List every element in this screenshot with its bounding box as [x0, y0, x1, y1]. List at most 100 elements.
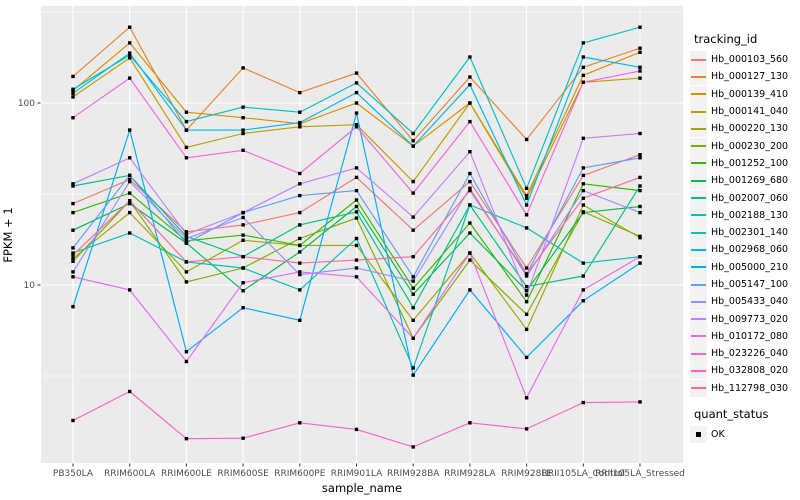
legend-key-swatch	[690, 206, 707, 224]
data-point	[128, 201, 132, 206]
data-point	[524, 427, 529, 431]
legend-item-label: Hb_002188_130	[711, 209, 789, 221]
legend-key-swatch	[690, 85, 707, 103]
data-point	[638, 255, 642, 259]
axis-tick-labels: PB350LA RRIM600LA RRIM600LE RRIM600SE RRIM60…	[18, 99, 685, 479]
data-point	[184, 239, 189, 243]
legend-key-swatch	[690, 137, 707, 155]
data-point	[524, 203, 529, 207]
data-point	[298, 125, 302, 129]
legend-item-label: Hb_000230_200	[711, 140, 789, 152]
data-point	[524, 274, 529, 278]
legend-line-icon	[691, 197, 706, 200]
legend-key-swatch	[690, 154, 707, 172]
legend-item-Hb_002301_140: Hb_002301_140	[690, 224, 800, 242]
legend-key-swatch	[690, 310, 707, 328]
data-point	[71, 259, 75, 263]
legend-item-label: Hb_112798_030	[711, 382, 789, 394]
legend-key-swatch	[690, 258, 707, 276]
legend-quant-status-title: quant_status	[694, 406, 769, 421]
axis-ticks	[37, 102, 641, 467]
data-point	[524, 266, 529, 270]
data-point	[298, 110, 302, 114]
data-point	[241, 215, 245, 220]
data-point	[298, 236, 302, 241]
data-point	[241, 266, 245, 270]
data-point	[468, 171, 472, 176]
data-point	[468, 55, 472, 59]
data-point	[524, 196, 529, 200]
legend-item-Hb_001252_100: Hb_001252_100	[690, 154, 800, 172]
legend-line-icon	[691, 300, 706, 303]
legend-line-icon	[691, 335, 706, 338]
x-tick-label: PB350LA	[53, 469, 94, 479]
data-point	[241, 210, 245, 215]
data-point	[638, 156, 642, 160]
x-tick-label: RRIM901LA	[331, 469, 383, 479]
legend-item-Hb_001269_680: Hb_001269_680	[690, 172, 800, 190]
legend-key-swatch	[690, 241, 707, 259]
legend-item-label: Hb_010172_080	[711, 330, 789, 342]
legend-key-swatch	[690, 345, 707, 363]
data-point	[638, 210, 642, 215]
legend-tracking-id-title: tracking_id	[694, 32, 758, 46]
data-point	[638, 50, 642, 54]
data-point	[638, 184, 642, 188]
legend-key-swatch	[690, 276, 707, 293]
y-tick-label: 100	[18, 99, 35, 109]
data-point	[71, 418, 75, 423]
data-point	[638, 131, 642, 136]
legend-key-swatch	[690, 51, 707, 69]
legend-item-Hb_000139_410: Hb_000139_410	[690, 85, 800, 103]
legend-line-icon	[691, 179, 706, 182]
x-tick-label: RRIM928LE	[501, 469, 552, 479]
data-point	[581, 400, 585, 405]
legend-item-Hb_002007_060: Hb_002007_060	[690, 189, 800, 207]
data-point	[524, 193, 529, 198]
data-point	[354, 125, 359, 129]
data-point	[581, 261, 585, 265]
data-point	[581, 203, 585, 207]
legend-item-Hb_002968_060: Hb_002968_060	[690, 241, 800, 259]
series-points	[71, 25, 642, 449]
data-point	[524, 300, 529, 304]
legend-item-Hb_023226_040: Hb_023226_040	[690, 345, 800, 363]
legend-key-swatch	[690, 327, 707, 345]
data-point	[241, 306, 245, 310]
legend-quant-status-items: OK	[690, 426, 800, 444]
data-point	[71, 275, 75, 279]
legend-line-icon	[691, 110, 706, 113]
x-tick-label: RRIM600LA	[104, 469, 156, 479]
x-tick-label: RRIM928LA	[444, 469, 496, 479]
data-point	[298, 288, 302, 292]
legend-item-Hb_000103_560: Hb_000103_560	[690, 51, 800, 69]
legend-line-icon	[691, 93, 706, 96]
data-point	[581, 188, 585, 193]
data-point	[71, 184, 75, 188]
data-point	[354, 198, 359, 202]
data-point	[468, 186, 472, 190]
data-point	[71, 251, 75, 255]
legend-line-icon	[691, 145, 706, 148]
data-point	[298, 272, 302, 277]
data-point	[411, 279, 415, 283]
data-point	[468, 179, 472, 184]
data-point	[581, 173, 585, 178]
legend-item-label: Hb_000220_130	[711, 123, 789, 135]
data-point	[71, 246, 75, 250]
data-point	[354, 175, 359, 180]
data-point	[128, 51, 132, 55]
data-point	[411, 139, 415, 143]
data-point	[354, 111, 359, 115]
legend-item-label: Hb_032808_020	[711, 365, 789, 377]
legend-line-icon	[691, 352, 706, 355]
x-tick-label: RRIM600PE	[274, 469, 326, 479]
data-point	[638, 234, 642, 239]
data-point	[581, 182, 585, 186]
data-point	[581, 196, 585, 200]
legend-tracking-id-items: Hb_000103_560 Hb_000127_130 Hb_000139_410 H…	[690, 51, 800, 397]
data-point	[524, 213, 529, 217]
legend-key-swatch	[690, 189, 707, 207]
data-point	[128, 199, 132, 203]
